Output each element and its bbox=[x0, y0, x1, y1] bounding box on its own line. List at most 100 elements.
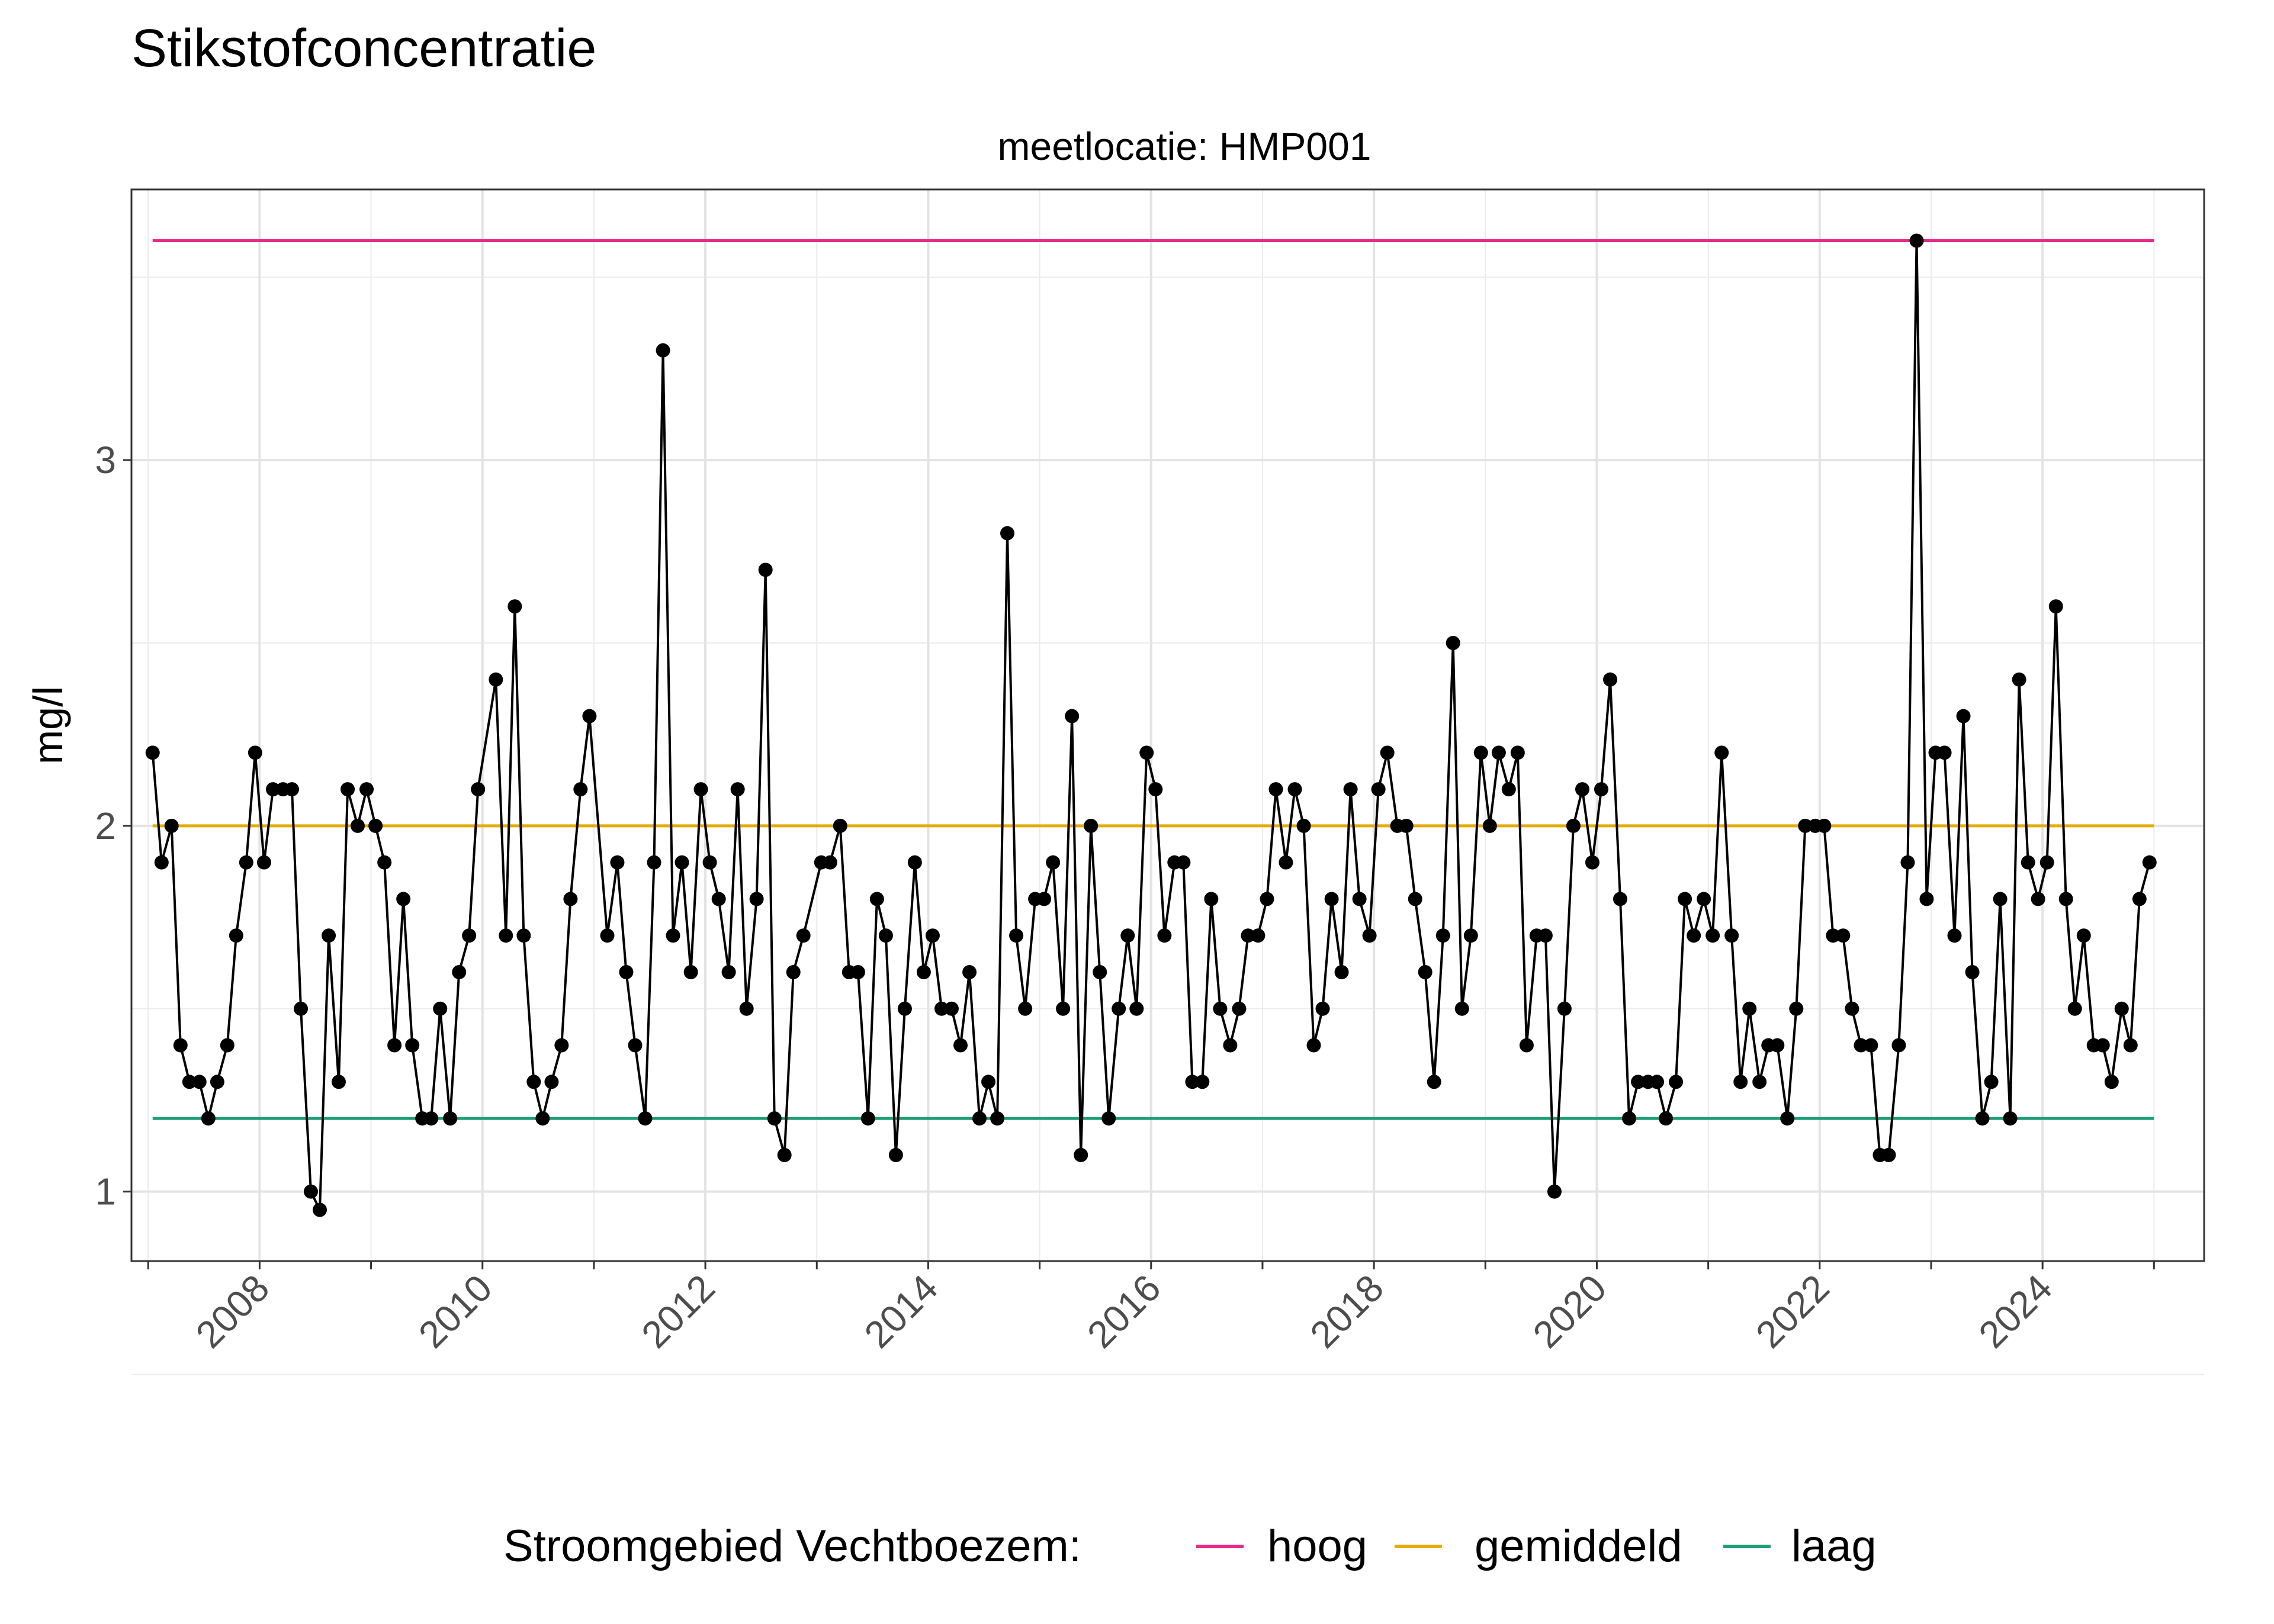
data-point bbox=[944, 1001, 959, 1016]
data-point bbox=[443, 1111, 458, 1126]
data-point bbox=[145, 745, 160, 760]
legend-label-laag: laag bbox=[1791, 1521, 1877, 1571]
data-point bbox=[972, 1111, 987, 1126]
legend-item-laag: laag bbox=[1723, 1521, 1877, 1571]
data-point bbox=[387, 1038, 402, 1053]
data-point bbox=[1056, 1001, 1071, 1016]
legend-item-hoog: hoog bbox=[1196, 1521, 1367, 1571]
data-point bbox=[554, 1038, 569, 1053]
data-point bbox=[1408, 892, 1422, 906]
data-point bbox=[1427, 1075, 1441, 1089]
data-point bbox=[823, 855, 837, 870]
data-point bbox=[1018, 1001, 1033, 1016]
data-point bbox=[1084, 818, 1099, 833]
data-point bbox=[1956, 709, 1971, 723]
data-point bbox=[666, 928, 680, 943]
data-point bbox=[1112, 1001, 1126, 1016]
data-point bbox=[916, 964, 931, 979]
data-point bbox=[907, 855, 922, 870]
data-series bbox=[145, 233, 2157, 1217]
data-point bbox=[471, 782, 486, 797]
data-point bbox=[2114, 1001, 2129, 1016]
data-point bbox=[535, 1111, 550, 1126]
data-point bbox=[1845, 1001, 1859, 1016]
y-axis: 1 2 3 bbox=[95, 439, 131, 1213]
data-point bbox=[182, 1075, 197, 1089]
data-point bbox=[1334, 964, 1349, 979]
legend: Stroomgebied Vechtboezem: hoog gemiddeld… bbox=[503, 1521, 1877, 1571]
data-point bbox=[683, 964, 698, 979]
data-point bbox=[1418, 964, 1433, 979]
data-point bbox=[1937, 745, 1952, 760]
data-point bbox=[452, 964, 467, 979]
data-point bbox=[1965, 964, 1980, 979]
data-point bbox=[934, 1001, 949, 1016]
data-point bbox=[1279, 855, 1293, 870]
gridlines bbox=[131, 189, 2204, 1375]
data-point bbox=[1575, 782, 1589, 797]
data-point bbox=[1000, 526, 1015, 541]
data-point bbox=[508, 599, 522, 614]
data-point bbox=[229, 928, 243, 943]
data-point bbox=[1491, 745, 1506, 760]
data-point bbox=[1603, 672, 1618, 687]
data-point bbox=[1557, 1001, 1572, 1016]
data-point bbox=[173, 1038, 188, 1053]
data-point bbox=[869, 892, 884, 906]
data-point bbox=[1975, 1111, 1990, 1126]
data-point bbox=[1881, 1147, 1896, 1162]
data-point bbox=[1454, 1001, 1469, 1016]
legend-label-gemiddeld: gemiddeld bbox=[1475, 1521, 1682, 1571]
data-point bbox=[850, 964, 865, 979]
data-point bbox=[1706, 928, 1720, 943]
data-point bbox=[582, 709, 597, 723]
y-tick-label: 1 bbox=[95, 1170, 116, 1213]
data-point bbox=[563, 892, 578, 906]
data-point bbox=[239, 855, 253, 870]
data-point bbox=[350, 818, 365, 833]
data-point bbox=[1306, 1038, 1321, 1053]
data-point bbox=[154, 855, 169, 870]
data-point bbox=[1435, 928, 1450, 943]
data-point bbox=[1669, 1075, 1684, 1089]
data-point bbox=[1129, 1001, 1144, 1016]
data-point bbox=[2003, 1111, 2018, 1126]
data-point bbox=[1065, 709, 1080, 723]
data-point bbox=[265, 782, 280, 797]
data-point bbox=[210, 1075, 224, 1089]
data-point bbox=[1566, 818, 1581, 833]
data-point bbox=[2031, 892, 2045, 906]
data-point bbox=[1836, 928, 1851, 943]
data-point bbox=[1213, 1001, 1228, 1016]
data-point bbox=[1631, 1075, 1646, 1089]
data-point bbox=[675, 855, 689, 870]
data-point bbox=[897, 1001, 912, 1016]
data-point bbox=[1993, 892, 2008, 906]
data-point bbox=[1185, 1075, 1200, 1089]
data-point bbox=[2021, 855, 2035, 870]
data-point bbox=[2104, 1075, 2119, 1089]
data-point bbox=[1473, 745, 1488, 760]
data-point bbox=[1687, 928, 1701, 943]
data-point bbox=[332, 1075, 346, 1089]
data-point bbox=[2067, 1001, 2082, 1016]
data-point bbox=[619, 964, 634, 979]
data-point bbox=[962, 964, 977, 979]
data-point bbox=[1157, 928, 1172, 943]
data-point bbox=[2142, 855, 2157, 870]
data-point bbox=[1742, 1001, 1757, 1016]
data-point bbox=[1501, 782, 1516, 797]
data-point bbox=[526, 1075, 541, 1089]
data-point bbox=[1260, 892, 1274, 906]
data-point bbox=[489, 672, 503, 687]
data-point bbox=[1037, 892, 1052, 906]
data-point bbox=[1287, 782, 1302, 797]
data-point bbox=[462, 928, 477, 943]
data-point bbox=[1101, 1111, 1116, 1126]
data-point bbox=[1547, 1184, 1562, 1199]
data-point bbox=[1826, 928, 1841, 943]
data-point bbox=[796, 928, 811, 943]
data-point bbox=[1204, 892, 1219, 906]
